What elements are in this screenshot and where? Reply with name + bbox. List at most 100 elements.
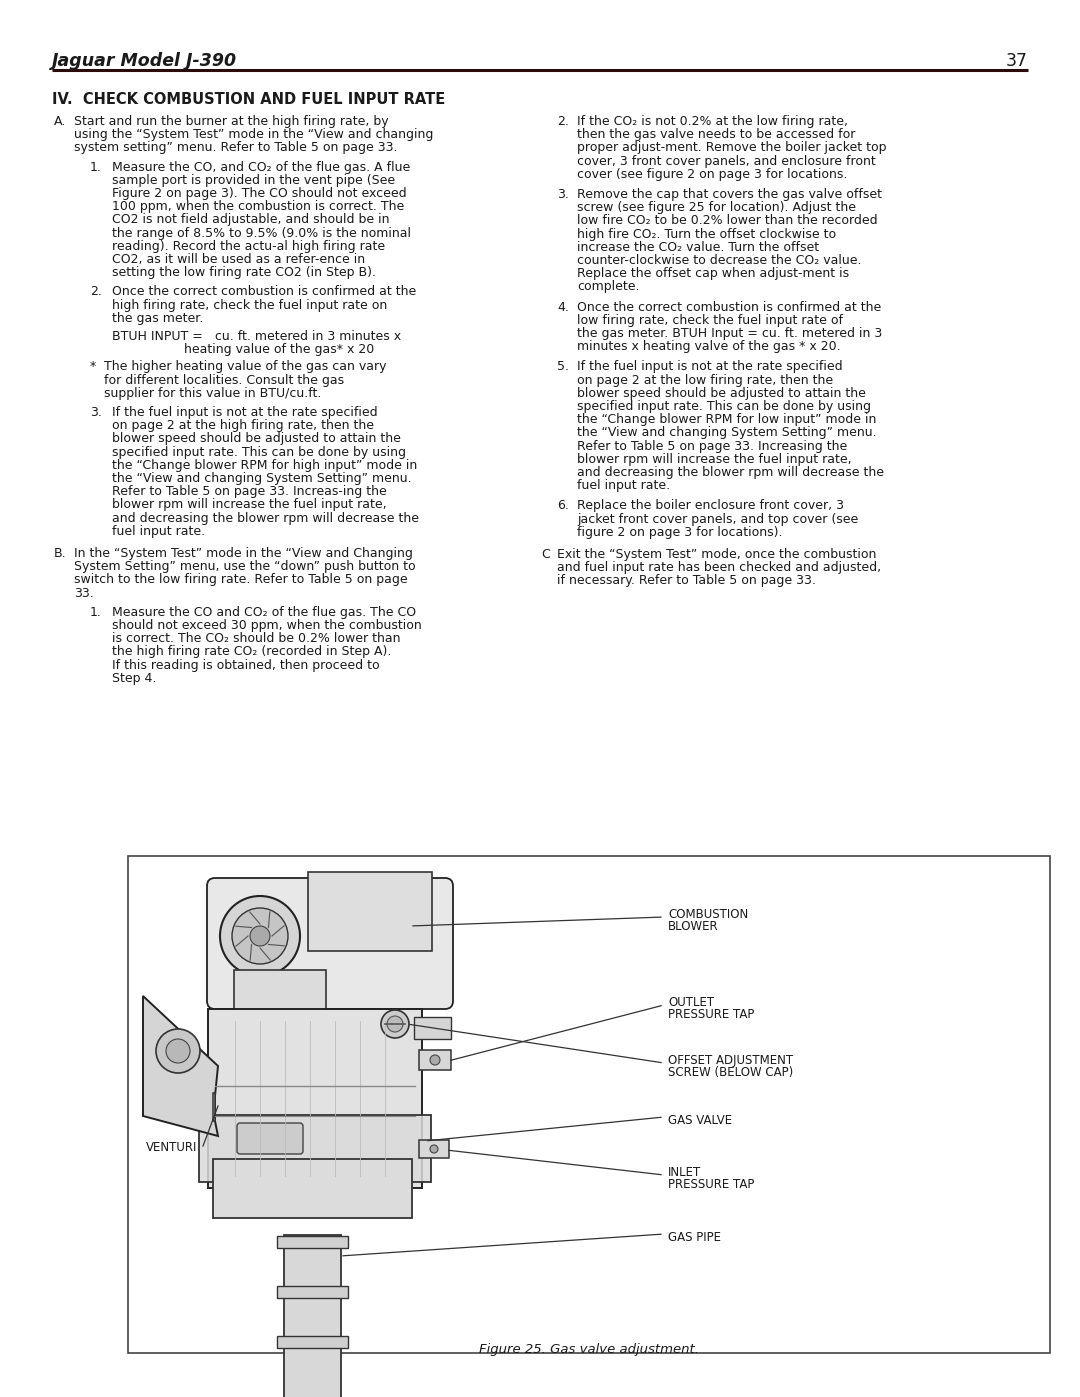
Text: 100 ppm, when the combustion is correct. The: 100 ppm, when the combustion is correct.… <box>112 200 404 214</box>
Text: VENTURI: VENTURI <box>146 1141 198 1154</box>
Text: In the “System Test” mode in the “View and Changing: In the “System Test” mode in the “View a… <box>75 548 413 560</box>
Text: fuel input rate.: fuel input rate. <box>577 479 670 492</box>
FancyBboxPatch shape <box>284 1235 341 1397</box>
Text: cover, 3 front cover panels, and enclosure front: cover, 3 front cover panels, and enclosu… <box>577 155 876 168</box>
Text: If the fuel input is not at the rate specified: If the fuel input is not at the rate spe… <box>577 360 842 373</box>
Circle shape <box>156 1030 200 1073</box>
Circle shape <box>430 1146 438 1153</box>
Text: and decreasing the blower rpm will decrease the: and decreasing the blower rpm will decre… <box>112 511 419 525</box>
Text: Exit the “System Test” mode, once the combustion: Exit the “System Test” mode, once the co… <box>557 548 876 562</box>
Text: Figure 2 on page 3). The CO should not exceed: Figure 2 on page 3). The CO should not e… <box>112 187 407 200</box>
Text: minutes x heating valve of the gas * x 20.: minutes x heating valve of the gas * x 2… <box>577 341 840 353</box>
Text: If the CO₂ is not 0.2% at the low firing rate,: If the CO₂ is not 0.2% at the low firing… <box>577 115 848 129</box>
Text: 1.: 1. <box>90 606 102 619</box>
Text: fuel input rate.: fuel input rate. <box>112 525 205 538</box>
Text: OFFSET ADJUSTMENT: OFFSET ADJUSTMENT <box>669 1053 793 1067</box>
Text: reading). Record the actu-al high firing rate: reading). Record the actu-al high firing… <box>112 240 386 253</box>
Circle shape <box>232 908 288 964</box>
Text: high fire CO₂. Turn the offset clockwise to: high fire CO₂. Turn the offset clockwise… <box>577 228 836 240</box>
Text: 2.: 2. <box>90 285 102 299</box>
Text: jacket front cover panels, and top cover (see: jacket front cover panels, and top cover… <box>577 513 859 525</box>
Text: screw (see figure 25 for location). Adjust the: screw (see figure 25 for location). Adju… <box>577 201 856 214</box>
Text: INLET: INLET <box>669 1166 701 1179</box>
Text: Refer to Table 5 on page 33. Increas-ing the: Refer to Table 5 on page 33. Increas-ing… <box>112 485 387 499</box>
Text: on page 2 at the high firing rate, then the: on page 2 at the high firing rate, then … <box>112 419 374 432</box>
Text: 33.: 33. <box>75 587 94 599</box>
Text: SCREW (BELOW CAP): SCREW (BELOW CAP) <box>669 1066 793 1078</box>
FancyBboxPatch shape <box>308 872 432 951</box>
Text: counter-clockwise to decrease the CO₂ value.: counter-clockwise to decrease the CO₂ va… <box>577 254 862 267</box>
FancyBboxPatch shape <box>199 1115 431 1182</box>
Text: blower rpm will increase the fuel input rate,: blower rpm will increase the fuel input … <box>577 453 852 465</box>
Text: the range of 8.5% to 9.5% (9.0% is the nominal: the range of 8.5% to 9.5% (9.0% is the n… <box>112 226 411 240</box>
Text: Measure the CO, and CO₂ of the flue gas. A flue: Measure the CO, and CO₂ of the flue gas.… <box>112 161 410 173</box>
Text: *: * <box>90 360 96 373</box>
Text: setting the low firing rate CO2 (in Step B).: setting the low firing rate CO2 (in Step… <box>112 267 376 279</box>
Text: cover (see figure 2 on page 3 for locations.: cover (see figure 2 on page 3 for locati… <box>577 168 848 180</box>
Circle shape <box>381 1010 409 1038</box>
Text: Measure the CO and CO₂ of the flue gas. The CO: Measure the CO and CO₂ of the flue gas. … <box>112 606 416 619</box>
Text: 37: 37 <box>1005 52 1028 70</box>
Text: the gas meter.: the gas meter. <box>112 312 203 324</box>
Text: 4.: 4. <box>557 300 569 313</box>
Text: Once the correct combustion is confirmed at the: Once the correct combustion is confirmed… <box>577 300 881 313</box>
Text: Jaguar Model J-390: Jaguar Model J-390 <box>52 52 238 70</box>
Text: low firing rate, check the fuel input rate of: low firing rate, check the fuel input ra… <box>577 314 843 327</box>
Text: The higher heating value of the gas can vary: The higher heating value of the gas can … <box>104 360 387 373</box>
Text: high firing rate, check the fuel input rate on: high firing rate, check the fuel input r… <box>112 299 388 312</box>
Text: CO2 is not field adjustable, and should be in: CO2 is not field adjustable, and should … <box>112 214 390 226</box>
FancyBboxPatch shape <box>213 1160 411 1218</box>
Text: blower speed should be adjusted to attain the: blower speed should be adjusted to attai… <box>577 387 866 400</box>
Circle shape <box>430 1055 440 1065</box>
Text: increase the CO₂ value. Turn the offset: increase the CO₂ value. Turn the offset <box>577 240 819 254</box>
FancyBboxPatch shape <box>276 1336 348 1348</box>
Text: Once the correct combustion is confirmed at the: Once the correct combustion is confirmed… <box>112 285 416 299</box>
Text: If the fuel input is not at the rate specified: If the fuel input is not at the rate spe… <box>112 407 378 419</box>
Text: BLOWER: BLOWER <box>669 921 718 933</box>
Text: sample port is provided in the vent pipe (See: sample port is provided in the vent pipe… <box>112 173 395 187</box>
Text: Start and run the burner at the high firing rate, by: Start and run the burner at the high fir… <box>75 115 389 129</box>
Text: low fire CO₂ to be 0.2% lower than the recorded: low fire CO₂ to be 0.2% lower than the r… <box>577 214 878 228</box>
FancyBboxPatch shape <box>208 1009 422 1187</box>
Text: the “Change blower RPM for low input” mode in: the “Change blower RPM for low input” mo… <box>577 414 876 426</box>
FancyBboxPatch shape <box>419 1140 449 1158</box>
Text: heating value of the gas* x 20: heating value of the gas* x 20 <box>184 344 375 356</box>
Text: switch to the low firing rate. Refer to Table 5 on page: switch to the low firing rate. Refer to … <box>75 573 407 587</box>
Text: IV.  CHECK COMBUSTION AND FUEL INPUT RATE: IV. CHECK COMBUSTION AND FUEL INPUT RATE <box>52 92 445 108</box>
FancyBboxPatch shape <box>414 1017 451 1039</box>
FancyBboxPatch shape <box>129 856 1050 1354</box>
Text: 5.: 5. <box>557 360 569 373</box>
Text: Replace the offset cap when adjust-ment is: Replace the offset cap when adjust-ment … <box>577 267 849 281</box>
Text: if necessary. Refer to Table 5 on page 33.: if necessary. Refer to Table 5 on page 3… <box>557 574 815 587</box>
Text: System Setting” menu, use the “down” push button to: System Setting” menu, use the “down” pus… <box>75 560 416 573</box>
FancyBboxPatch shape <box>234 970 326 1023</box>
Text: and decreasing the blower rpm will decrease the: and decreasing the blower rpm will decre… <box>577 467 885 479</box>
Text: using the “System Test” mode in the “View and changing: using the “System Test” mode in the “Vie… <box>75 129 433 141</box>
FancyBboxPatch shape <box>237 1123 303 1154</box>
Text: 2.: 2. <box>557 115 569 129</box>
Text: supplier for this value in BTU/cu.ft.: supplier for this value in BTU/cu.ft. <box>104 387 322 400</box>
Circle shape <box>249 926 270 946</box>
Text: blower speed should be adjusted to attain the: blower speed should be adjusted to attai… <box>112 433 401 446</box>
Text: 3.: 3. <box>90 407 102 419</box>
Text: complete.: complete. <box>577 281 639 293</box>
Text: 3.: 3. <box>557 189 569 201</box>
Text: PRESSURE TAP: PRESSURE TAP <box>669 1009 754 1021</box>
Polygon shape <box>143 996 218 1136</box>
FancyBboxPatch shape <box>419 1051 451 1070</box>
Text: A.: A. <box>54 115 66 129</box>
Text: GAS VALVE: GAS VALVE <box>669 1113 732 1127</box>
Text: figure 2 on page 3 for locations).: figure 2 on page 3 for locations). <box>577 525 783 539</box>
Text: proper adjust-ment. Remove the boiler jacket top: proper adjust-ment. Remove the boiler ja… <box>577 141 887 155</box>
Text: system setting” menu. Refer to Table 5 on page 33.: system setting” menu. Refer to Table 5 o… <box>75 141 397 155</box>
Text: B.: B. <box>54 548 67 560</box>
Text: Refer to Table 5 on page 33. Increasing the: Refer to Table 5 on page 33. Increasing … <box>577 440 847 453</box>
FancyBboxPatch shape <box>276 1287 348 1298</box>
Text: specified input rate. This can be done by using: specified input rate. This can be done b… <box>577 400 870 414</box>
Text: is correct. The CO₂ should be 0.2% lower than: is correct. The CO₂ should be 0.2% lower… <box>112 633 401 645</box>
Text: If this reading is obtained, then proceed to: If this reading is obtained, then procee… <box>112 658 380 672</box>
Text: specified input rate. This can be done by using: specified input rate. This can be done b… <box>112 446 406 458</box>
Text: PRESSURE TAP: PRESSURE TAP <box>669 1178 754 1192</box>
Text: on page 2 at the low firing rate, then the: on page 2 at the low firing rate, then t… <box>577 373 833 387</box>
Text: OUTLET: OUTLET <box>669 996 714 1009</box>
